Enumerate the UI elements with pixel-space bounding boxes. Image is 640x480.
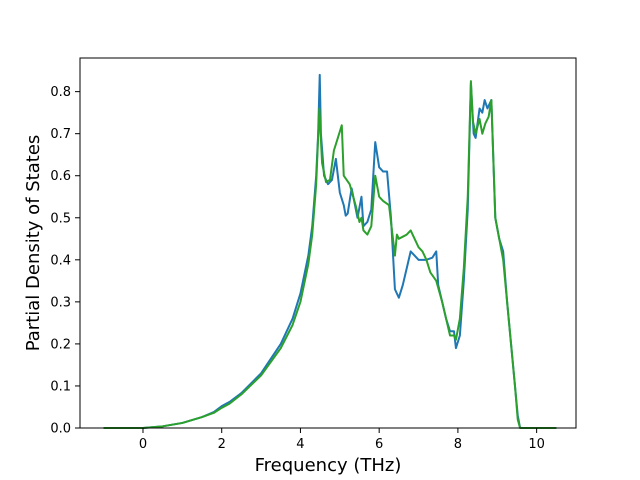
y-tick-label: 0.3 <box>50 295 71 310</box>
series-line-2 <box>103 80 557 429</box>
x-tick-label: 6 <box>375 437 383 452</box>
x-tick-label: 8 <box>454 437 462 452</box>
y-tick-label: 0.1 <box>50 379 71 394</box>
x-tick-label: 4 <box>296 437 304 452</box>
y-tick-label: 0.7 <box>50 127 71 142</box>
y-tick-label: 0.4 <box>50 253 71 268</box>
x-tick-label: 10 <box>528 437 545 452</box>
y-axis-title: Partial Density of States <box>23 135 44 352</box>
y-tick-label: 0.8 <box>50 85 71 100</box>
y-tick-label: 0.5 <box>50 211 71 226</box>
x-tick-label: 2 <box>218 437 226 452</box>
series-layer <box>103 73 557 429</box>
tick-layer: 0 2 4 6 8 10 0.0 0.1 0.2 0.3 0.4 0.5 0.6 0.7 0.8 <box>50 85 545 452</box>
plot-area <box>80 58 576 428</box>
plot-frame <box>79 57 577 429</box>
y-tick-label: 0.0 <box>50 422 71 437</box>
y-tick-label: 0.6 <box>50 169 71 184</box>
x-tick-label: 0 <box>139 437 147 452</box>
x-axis-title: Frequency (THz) <box>255 455 402 476</box>
y-tick-label: 0.2 <box>50 337 71 352</box>
